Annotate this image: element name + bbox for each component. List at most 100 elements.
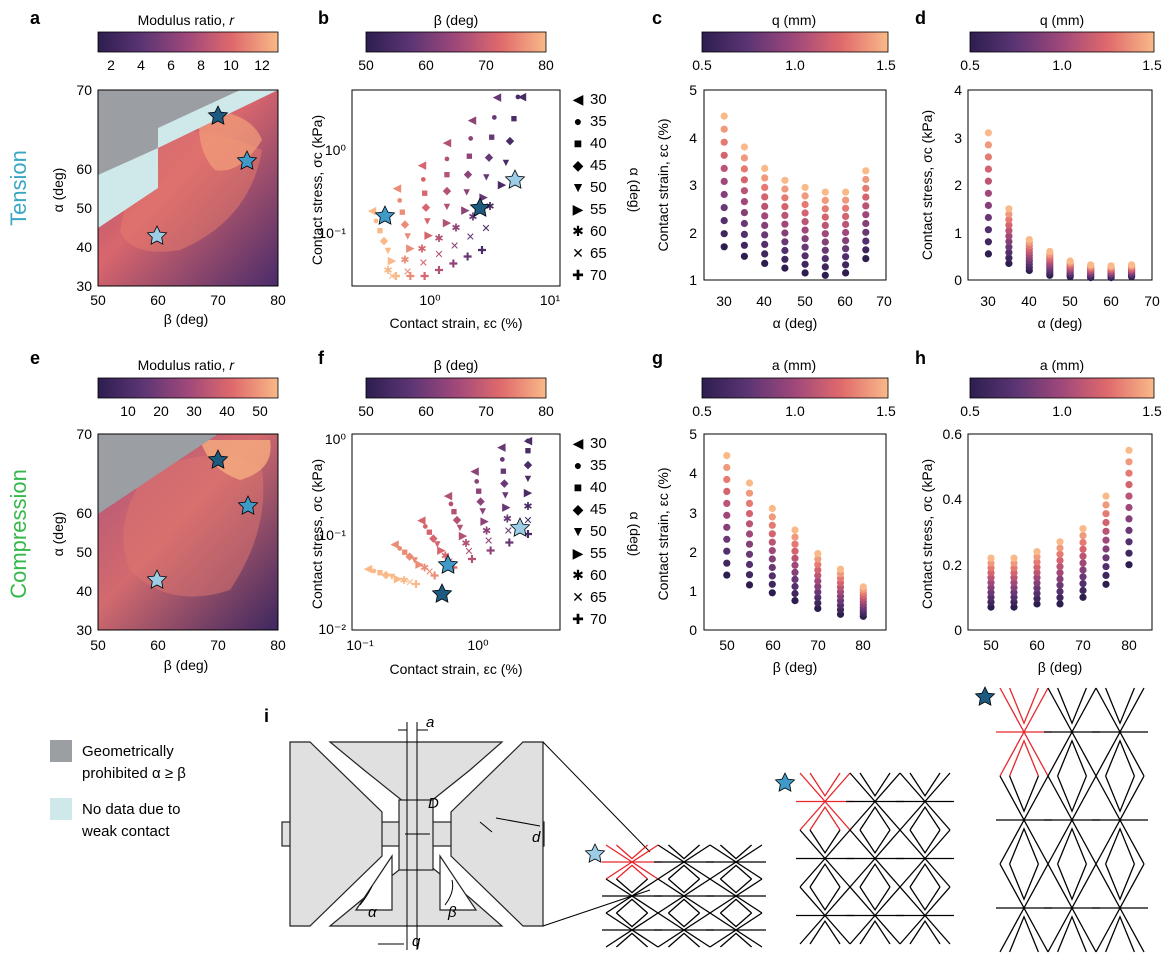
y-tick: 50	[76, 200, 92, 216]
scatter-point	[740, 198, 749, 206]
scatter-point: ▶	[524, 487, 533, 499]
scatter-point: ✱	[417, 244, 426, 256]
colorbar	[365, 31, 547, 53]
scatter-point: ◆	[422, 202, 431, 214]
scatter-point: ✚	[463, 252, 472, 264]
scatter-point: ◆	[524, 459, 533, 471]
scatter-point: ◆	[485, 152, 494, 164]
colorbar-tick: 12	[254, 57, 270, 73]
scatter-point: ✕	[484, 536, 493, 548]
scatter-point	[814, 588, 822, 596]
scatter-point	[723, 559, 731, 567]
scatter-point	[740, 219, 749, 228]
scatter-point	[1079, 566, 1087, 574]
legend-entry: 65	[590, 245, 607, 262]
scatter-point	[723, 487, 731, 495]
colorbar-tick: 0.5	[692, 403, 712, 419]
legend-entry: 55	[590, 545, 607, 562]
scatter-point	[1005, 237, 1013, 246]
scatter-point	[781, 194, 789, 202]
colorbar-title: q (mm)	[772, 12, 816, 28]
scatter-point	[791, 526, 799, 534]
scatter-point	[984, 165, 993, 173]
scatter-point	[1102, 492, 1110, 500]
scatter-points	[723, 452, 867, 620]
scatter-point: ▼	[387, 571, 398, 583]
scatter-point	[1087, 261, 1095, 269]
scatter-point	[740, 230, 749, 238]
scatter-point: ✕	[504, 525, 513, 537]
scatter-point: ▼	[383, 245, 394, 257]
scatter-point	[801, 260, 809, 268]
scatter-point: ▼	[432, 538, 443, 550]
scatter-point	[791, 575, 799, 584]
colorbar-title: q (mm)	[1040, 12, 1084, 28]
scatter-point	[801, 209, 809, 217]
scatter-point	[720, 190, 728, 199]
scatter-point	[1056, 594, 1064, 602]
x-tick: 60	[150, 292, 166, 308]
x-tick: 30	[980, 293, 996, 309]
colorbar-tick: 70	[478, 403, 494, 419]
scatter-point: ◆	[500, 477, 509, 489]
x-axis-label: β (deg)	[773, 659, 818, 675]
scatter-point: ▶	[394, 573, 403, 585]
scatter-point	[1033, 589, 1041, 598]
panel-e: e Modulus ratio, 𝑟 10 20 30 40 50 50 60 …	[6, 348, 286, 673]
scatter-point	[1079, 538, 1087, 547]
scatter-point	[781, 229, 789, 237]
x-tick: 80	[270, 292, 286, 308]
axes-frame	[967, 433, 1153, 631]
scatter-point	[821, 238, 829, 246]
colorbar-tick: 40	[219, 403, 235, 419]
y-tick: 40	[76, 583, 92, 599]
y-tick: 5	[689, 82, 697, 98]
scatter-point: ■	[475, 486, 482, 498]
scatter-point: ✚	[467, 554, 476, 566]
scatter-point: ●	[448, 498, 455, 510]
scatter-point	[791, 561, 799, 569]
scatter-point	[984, 238, 993, 246]
y-axis-label: Contact strain, εc (%)	[655, 467, 671, 600]
panel-b: b β (deg) 50 60 70 80 ◀◀◀◀◀◀ ◀●●●●●●●■■■■…	[309, 8, 643, 331]
legend-title: α (deg)	[627, 512, 643, 557]
x-tick: 80	[855, 637, 871, 653]
scatter-point	[1033, 553, 1041, 561]
alpha-cutout	[354, 854, 393, 911]
scatter-point	[1079, 593, 1087, 601]
x-axis-label: Contact strain, εc (%)	[389, 661, 522, 677]
scatter-point	[740, 154, 749, 162]
y-tick: 2	[954, 177, 962, 193]
scatter-point	[984, 141, 993, 149]
y-tick: 0.4	[943, 491, 963, 507]
scatter-point	[740, 241, 749, 249]
scatter-point	[1056, 600, 1064, 608]
dim-label-q: q	[412, 933, 421, 950]
x-tick: 80	[1121, 637, 1137, 653]
zoom-line	[542, 741, 651, 853]
legend-marker: ▼	[571, 179, 585, 195]
scatter-point	[1125, 503, 1133, 512]
panel-letter: e	[30, 348, 40, 368]
legend-title: α (deg)	[627, 168, 643, 213]
scatter-point	[720, 217, 728, 225]
legend-label: prohibited α ≥ β	[82, 765, 186, 782]
scatter-point: ◀	[493, 92, 502, 104]
scatter-point	[1125, 515, 1133, 523]
scatter-point	[720, 164, 728, 172]
scatter-point	[1125, 492, 1133, 500]
scatter-point	[821, 271, 829, 279]
row-label-tension: Tension	[6, 150, 31, 226]
scatter-point	[1005, 259, 1013, 267]
x-tick: 10⁰	[419, 292, 441, 308]
scatter-point: ▶	[437, 544, 446, 556]
scatter-point	[1107, 262, 1115, 270]
scatter-point	[1033, 563, 1041, 571]
scatter-point	[842, 212, 850, 220]
scatter-point	[740, 187, 749, 195]
scatter-point	[814, 599, 822, 607]
scatter-point	[801, 269, 809, 277]
colorbar	[969, 31, 1155, 53]
x-axis-label: α (deg)	[1038, 315, 1083, 331]
scatter-point	[1033, 579, 1041, 587]
